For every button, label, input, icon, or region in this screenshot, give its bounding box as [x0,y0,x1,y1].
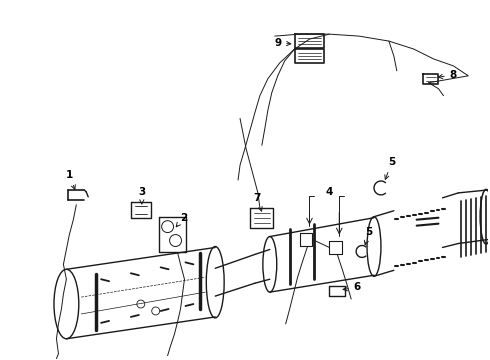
Text: 1: 1 [66,170,75,189]
Text: 9: 9 [274,38,291,48]
Text: 7: 7 [253,193,262,211]
Text: 5: 5 [385,157,395,179]
Text: 2: 2 [176,213,187,227]
Text: 8: 8 [439,70,457,80]
Text: 4: 4 [326,187,333,197]
Text: 5: 5 [365,226,373,245]
Text: 3: 3 [138,187,146,204]
Text: 6: 6 [343,282,361,292]
